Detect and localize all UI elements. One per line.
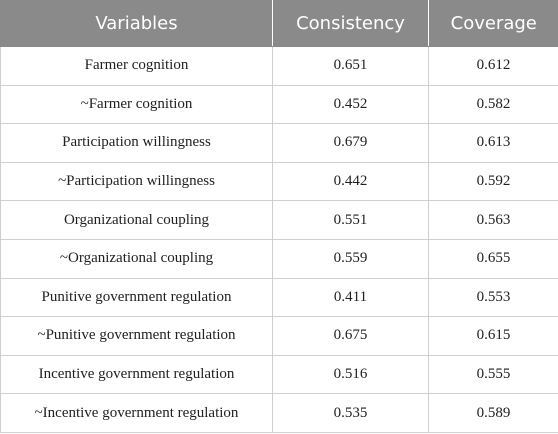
cell-coverage: 0.553 [428,277,558,318]
cell-consistency: 0.535 [272,393,429,433]
cell-consistency: 0.551 [272,200,429,240]
table-row: Organizational coupling 0.551 0.563 [0,200,558,240]
table-row: ~Punitive government regulation 0.675 0.… [0,316,558,356]
cell-consistency: 0.411 [272,277,429,318]
cell-coverage: 0.612 [428,46,558,86]
cell-variable: ~Participation willingness [0,161,273,202]
cell-variable: ~Organizational coupling [0,238,273,279]
header-row: Variables Consistency Coverage [0,0,558,47]
cell-coverage: 0.555 [428,354,558,395]
cell-coverage: 0.613 [428,123,558,163]
header-coverage: Coverage [428,0,558,47]
table-header: Variables Consistency Coverage [0,0,558,47]
cell-consistency: 0.651 [272,46,429,86]
cell-coverage: 0.589 [428,393,558,433]
cell-variable: ~Incentive government regulation [0,393,273,433]
cell-coverage: 0.655 [428,238,558,279]
cell-consistency: 0.452 [272,84,429,125]
table-row: Farmer cognition 0.651 0.612 [0,46,558,86]
cell-consistency: 0.675 [272,316,429,356]
cell-variable: Incentive government regulation [0,354,273,395]
cell-variable: Farmer cognition [0,46,273,86]
cell-variable: ~Punitive government regulation [0,316,273,356]
table-row: ~Incentive government regulation 0.535 0… [0,393,558,433]
cell-consistency: 0.442 [272,161,429,202]
table-row: ~Organizational coupling 0.559 0.655 [0,238,558,279]
table-row: ~Participation willingness 0.442 0.592 [0,161,558,202]
cell-coverage: 0.582 [428,84,558,125]
cell-variable: Participation willingness [0,123,273,163]
cell-coverage: 0.563 [428,200,558,240]
cell-consistency: 0.516 [272,354,429,395]
cell-coverage: 0.592 [428,161,558,202]
table-row: Participation willingness 0.679 0.613 [0,123,558,163]
header-consistency: Consistency [272,0,429,47]
table-row: Punitive government regulation 0.411 0.5… [0,277,558,318]
cell-consistency: 0.559 [272,238,429,279]
cell-variable: Organizational coupling [0,200,273,240]
table-row: Incentive government regulation 0.516 0.… [0,354,558,395]
table-row: ~Farmer cognition 0.452 0.582 [0,84,558,125]
cell-consistency: 0.679 [272,123,429,163]
cell-variable: ~Farmer cognition [0,84,273,125]
table-body: Farmer cognition 0.651 0.612 ~Farmer cog… [0,46,558,433]
cell-coverage: 0.615 [428,316,558,356]
cell-variable: Punitive government regulation [0,277,273,318]
header-variables: Variables [0,0,273,47]
